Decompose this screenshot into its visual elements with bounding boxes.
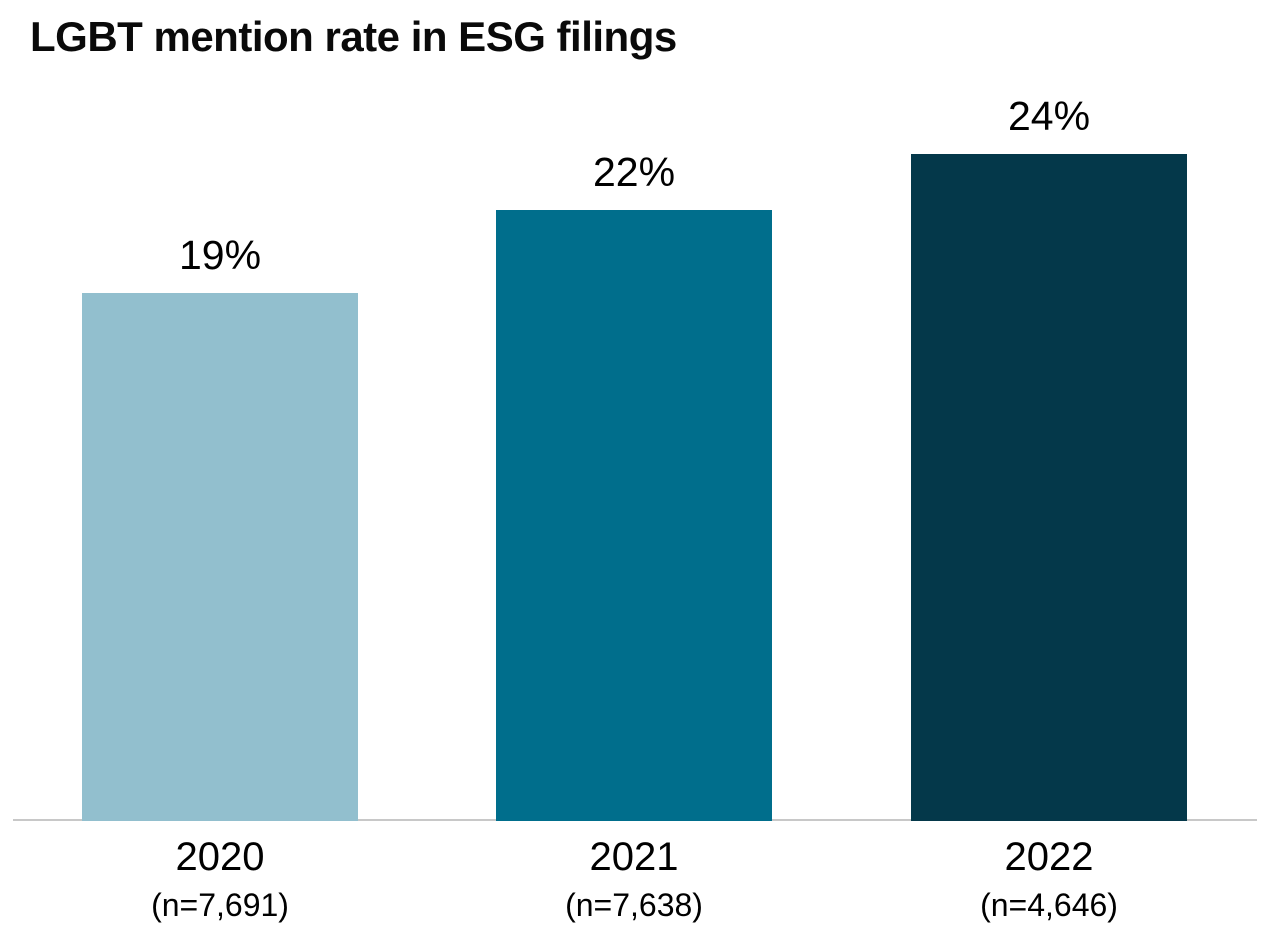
bar-2022 <box>911 154 1187 821</box>
chart-title: LGBT mention rate in ESG filings <box>30 13 677 60</box>
bar-2020 <box>82 293 358 821</box>
sample-size-label-2020: (n=7,691) <box>151 887 289 923</box>
x-label-group-2022: 2022 (n=4,646) <box>911 821 1187 921</box>
x-tick-label-2021: 2021 <box>589 835 679 879</box>
bar-value-label-2022: 24% <box>1007 93 1091 139</box>
x-tick-label-2020: 2020 <box>175 835 265 879</box>
plot-area: 19% 22% 24% <box>13 0 1257 821</box>
sample-size-label-2021: (n=7,638) <box>565 887 703 923</box>
bar-value-label-2020: 19% <box>178 232 262 278</box>
bar-2021 <box>496 210 772 821</box>
x-tick-label-2022: 2022 <box>1004 835 1094 879</box>
bar-value-label-2021: 22% <box>592 149 676 195</box>
bar-group-2021: 22% <box>496 0 772 821</box>
bar-group-2020: 19% <box>82 0 358 821</box>
x-label-group-2021: 2021 (n=7,638) <box>496 821 772 921</box>
sample-size-label-2022: (n=4,646) <box>980 887 1118 923</box>
bar-group-2022: 24% <box>911 0 1187 821</box>
x-label-group-2020: 2020 (n=7,691) <box>82 821 358 921</box>
